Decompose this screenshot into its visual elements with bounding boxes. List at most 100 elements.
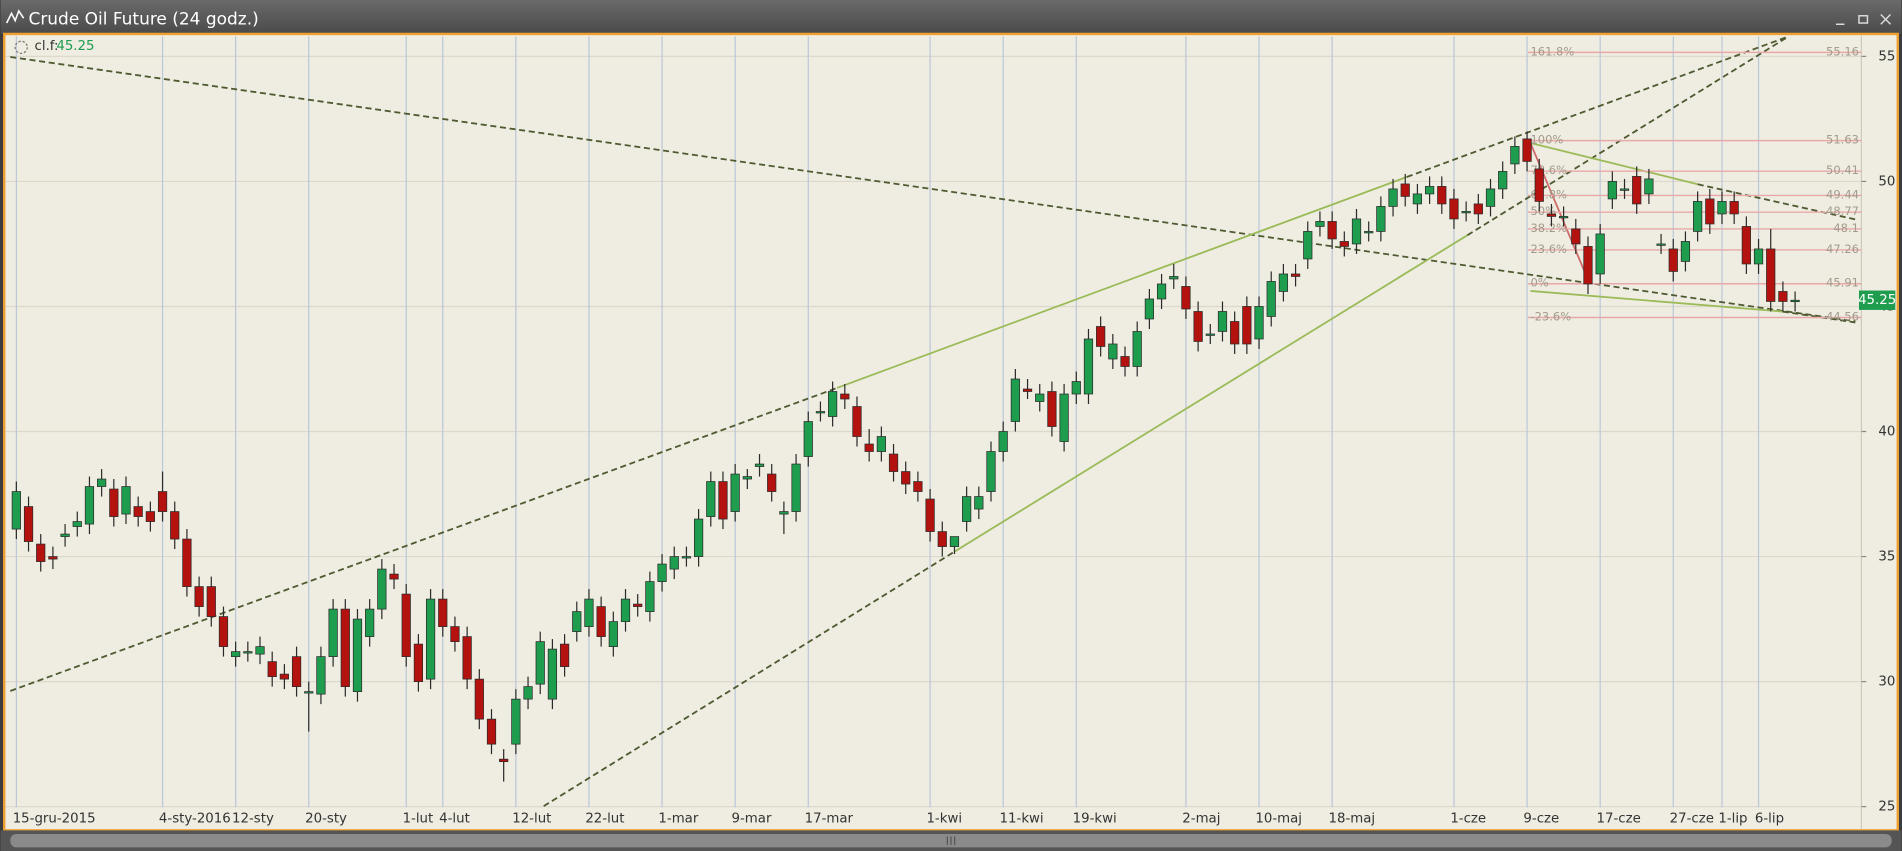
candle-body bbox=[267, 661, 277, 677]
x-tick-label: 1-lut bbox=[403, 811, 434, 826]
candle-body bbox=[535, 641, 545, 685]
candle-body bbox=[1559, 216, 1569, 219]
candle-body bbox=[340, 608, 350, 687]
candle-body bbox=[974, 496, 984, 510]
candle-body bbox=[48, 556, 58, 560]
candle-body bbox=[511, 698, 521, 745]
price-marker bbox=[1858, 290, 1896, 310]
fib-label: 23.6% bbox=[1530, 242, 1567, 256]
candle-body bbox=[194, 586, 204, 607]
candle-body bbox=[681, 556, 692, 559]
candle-body bbox=[1108, 343, 1118, 360]
candle-body bbox=[1205, 333, 1215, 336]
chart-frame bbox=[3, 32, 1899, 832]
fib-value: 48.77 bbox=[1826, 204, 1859, 218]
trend-line bbox=[10, 56, 1856, 323]
candle-body bbox=[1546, 213, 1557, 217]
candle-body bbox=[937, 531, 947, 547]
candle-body bbox=[608, 621, 618, 647]
candle-body bbox=[888, 453, 899, 472]
candle-body bbox=[669, 556, 679, 570]
candle-body bbox=[401, 593, 411, 657]
candle-body bbox=[1083, 338, 1094, 395]
candle-body bbox=[1364, 231, 1374, 234]
candle-body bbox=[218, 616, 229, 647]
candle-body bbox=[157, 491, 168, 512]
candle-body bbox=[1790, 299, 1800, 303]
x-tick-label: 1-cze bbox=[1450, 811, 1486, 826]
candle-body bbox=[1035, 393, 1045, 402]
candle-body bbox=[1437, 186, 1447, 205]
candle-body bbox=[1473, 203, 1483, 215]
candle-body bbox=[121, 486, 131, 515]
restore-button[interactable] bbox=[1858, 15, 1869, 24]
candle-body bbox=[328, 608, 338, 657]
candle-body bbox=[36, 543, 46, 562]
candle-body bbox=[1230, 321, 1240, 345]
candle-body bbox=[1534, 168, 1544, 202]
candle-body bbox=[1668, 248, 1678, 272]
fib-value: 49.44 bbox=[1826, 187, 1859, 201]
candle-body bbox=[1400, 183, 1410, 197]
x-tick-label: 2-maj bbox=[1182, 811, 1220, 826]
trend-line bbox=[543, 550, 956, 807]
candle-body bbox=[925, 498, 935, 532]
x-tick-label: 18-maj bbox=[1328, 811, 1375, 826]
window-controls[interactable] bbox=[1835, 14, 1892, 25]
candle-body bbox=[413, 643, 424, 682]
candle-body bbox=[1071, 381, 1081, 395]
candle-body bbox=[754, 463, 765, 467]
candle-body bbox=[1424, 186, 1435, 195]
candle-body bbox=[962, 496, 972, 522]
candle-body bbox=[876, 436, 886, 452]
candle-body bbox=[170, 511, 180, 540]
trend-line bbox=[1466, 35, 1790, 236]
close-button[interactable] bbox=[1880, 14, 1892, 25]
candle-body bbox=[1510, 146, 1520, 165]
candle-body bbox=[1619, 188, 1630, 191]
candle-body bbox=[1680, 241, 1691, 262]
candle-body bbox=[1193, 311, 1203, 342]
candle-body bbox=[694, 518, 704, 557]
x-tick-label: 9-mar bbox=[732, 811, 772, 826]
candle-body bbox=[596, 606, 606, 637]
candle-body bbox=[365, 608, 375, 637]
candle-body bbox=[255, 646, 265, 655]
candle-body bbox=[1753, 248, 1764, 265]
candle-body bbox=[1729, 201, 1739, 215]
candle-body bbox=[998, 431, 1008, 452]
candle-body bbox=[1169, 276, 1179, 280]
candle-body bbox=[1217, 311, 1228, 332]
x-tick-label: 20-sty bbox=[305, 811, 347, 826]
candle-body bbox=[474, 678, 484, 720]
y-tick-label: 25 bbox=[1878, 800, 1895, 815]
candle-body bbox=[572, 611, 582, 632]
candle-body bbox=[499, 758, 509, 763]
candle-body bbox=[1571, 228, 1581, 245]
trend-lines bbox=[9, 35, 1856, 807]
fib-value: 55.16 bbox=[1826, 44, 1859, 58]
candle-body bbox=[438, 598, 448, 627]
candle-body bbox=[182, 538, 192, 587]
candle-body bbox=[1351, 218, 1362, 245]
candle-body bbox=[901, 471, 911, 485]
window-title: Crude Oil Future (24 godz.) bbox=[28, 9, 258, 29]
y-tick-label: 35 bbox=[1878, 550, 1895, 565]
x-tick-label: 1-mar bbox=[658, 811, 698, 826]
candle-body bbox=[803, 421, 813, 457]
candle-body bbox=[1607, 181, 1617, 200]
fib-value: 44.56 bbox=[1826, 309, 1859, 323]
candle-body bbox=[425, 598, 436, 680]
candle-body bbox=[1717, 201, 1727, 215]
candle-body bbox=[1181, 286, 1191, 310]
candle-body bbox=[767, 473, 777, 492]
candle-body bbox=[1632, 176, 1642, 205]
x-tick-label: 17-cze bbox=[1597, 811, 1641, 826]
x-tick-label: 15-gru-2015 bbox=[13, 811, 96, 826]
x-tick-label: 19-kwi bbox=[1073, 811, 1117, 826]
candle-body bbox=[1327, 221, 1337, 240]
grid bbox=[5, 36, 1867, 808]
candle-body bbox=[72, 521, 82, 527]
candle-body bbox=[279, 673, 289, 680]
